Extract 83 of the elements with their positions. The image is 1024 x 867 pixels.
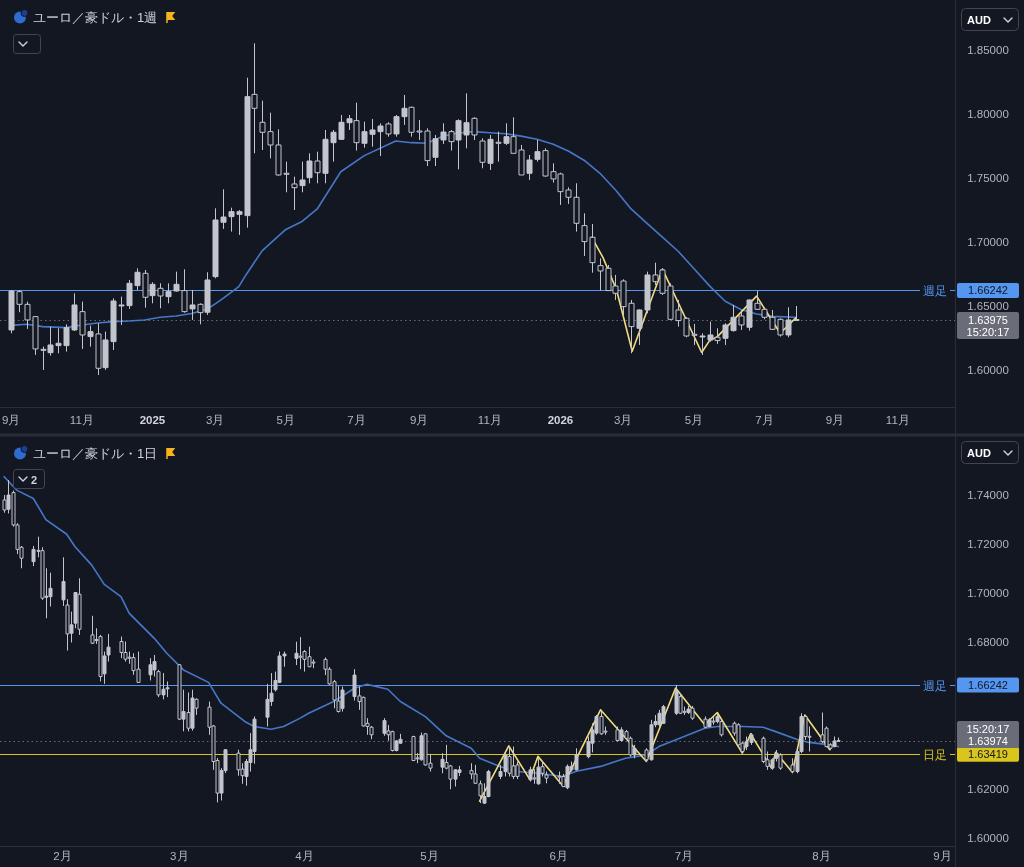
x-tick-label: 9月 xyxy=(2,414,21,426)
candlestick xyxy=(690,705,695,721)
candlestick xyxy=(298,636,303,670)
candlestick xyxy=(90,615,95,645)
x-tick-label: 3月 xyxy=(614,414,633,426)
y-tick-label: 1.74000 xyxy=(967,489,1009,502)
candlestick xyxy=(615,725,620,743)
candlestick xyxy=(820,712,825,744)
text: ユーロ／豪ドル・1週 xyxy=(33,10,158,25)
x-tick-label: 2025 xyxy=(139,414,166,426)
text: ユーロ／豪ドル・1日 xyxy=(33,446,158,461)
currency-dropdown: AUD xyxy=(961,8,1019,31)
y-tick-label: 1.60000 xyxy=(967,831,1009,844)
x-tick-label: 7月 xyxy=(755,414,774,426)
y-tick-label: 1.80000 xyxy=(967,108,1009,121)
candlestick xyxy=(469,762,474,780)
candlestick xyxy=(148,657,153,681)
y-tick-label: 1.85000 xyxy=(967,43,1009,56)
annotation: 2 xyxy=(31,473,38,486)
candlestick xyxy=(707,717,712,728)
x-tick-label: 9月 xyxy=(410,414,429,426)
x-tick-label: 7月 xyxy=(674,850,694,862)
y-tick-label: 1.62000 xyxy=(967,782,1009,795)
line-series xyxy=(3,475,840,778)
candlestick xyxy=(557,771,562,785)
candlestick xyxy=(565,763,570,790)
ref-line-label: 週足 xyxy=(923,284,947,298)
y-tick-label: 1.66242 xyxy=(968,284,1008,297)
x-tick-label: 5月 xyxy=(276,414,296,426)
y-tick-label: 1.75000 xyxy=(967,172,1009,185)
candlestick xyxy=(832,736,837,748)
y-tick-label: 1.63419 xyxy=(968,748,1008,761)
x-tick-label: 5月 xyxy=(684,414,704,426)
candlestick xyxy=(119,636,124,659)
candlestick xyxy=(657,709,662,727)
candlestick xyxy=(340,686,345,713)
x-tick-label: 7月 xyxy=(347,414,366,426)
ref-line-label: 週足 xyxy=(923,679,947,693)
candlestick xyxy=(836,737,841,743)
x-tick-label: 11月 xyxy=(477,414,502,426)
x-tick-label: 8月 xyxy=(812,850,831,862)
x-tick-label: 4月 xyxy=(295,850,314,862)
y-tick-label: 1.70000 xyxy=(967,587,1009,600)
candlestick xyxy=(511,746,516,780)
candlestick xyxy=(528,766,533,783)
candlestick xyxy=(294,641,299,666)
y-tick-label: 1.63974 xyxy=(968,734,1008,747)
text: 15:20:17 xyxy=(966,722,1010,735)
candlestick xyxy=(674,684,679,716)
candlestick xyxy=(778,752,783,771)
candlestick xyxy=(703,715,708,729)
y-tick-label: 1.66242 xyxy=(968,679,1008,692)
candlestick xyxy=(419,732,424,762)
y-tick-label: 1.68000 xyxy=(967,635,1009,648)
y-tick-label: 1.65000 xyxy=(967,300,1009,313)
candlestick xyxy=(411,735,416,762)
y-tick-label: 1.63975 xyxy=(968,313,1008,326)
candlestick xyxy=(507,746,512,777)
x-tick-label: 9月 xyxy=(933,850,952,862)
line-series xyxy=(478,687,831,802)
text: 15:20:17 xyxy=(966,325,1010,338)
candlestick xyxy=(711,715,716,726)
x-tick-label: 9月 xyxy=(825,414,845,426)
currency-dropdown: AUD xyxy=(961,441,1019,464)
x-tick-label: 11月 xyxy=(69,414,94,426)
candlestick xyxy=(382,717,387,737)
candlestick xyxy=(123,641,128,663)
y-tick-label: 1.72000 xyxy=(967,538,1009,551)
y-tick-label: 1.70000 xyxy=(967,236,1009,249)
x-tick-label: 3月 xyxy=(206,414,225,426)
x-tick-label: 3月 xyxy=(170,850,189,862)
x-tick-label: 2月 xyxy=(53,850,72,862)
candlestick xyxy=(536,757,541,786)
toggle-button: 2 xyxy=(13,469,45,489)
y-tick-label: 1.60000 xyxy=(967,364,1009,377)
x-tick-label: 6月 xyxy=(549,850,569,862)
candlestick xyxy=(77,577,82,636)
candlestick xyxy=(661,704,666,725)
x-tick-label: 5月 xyxy=(420,850,439,862)
candlestick xyxy=(190,689,195,732)
x-tick-label: 2026 xyxy=(547,414,574,426)
ref-line-label: 日足 xyxy=(923,748,947,762)
x-tick-label: 11月 xyxy=(885,414,910,426)
